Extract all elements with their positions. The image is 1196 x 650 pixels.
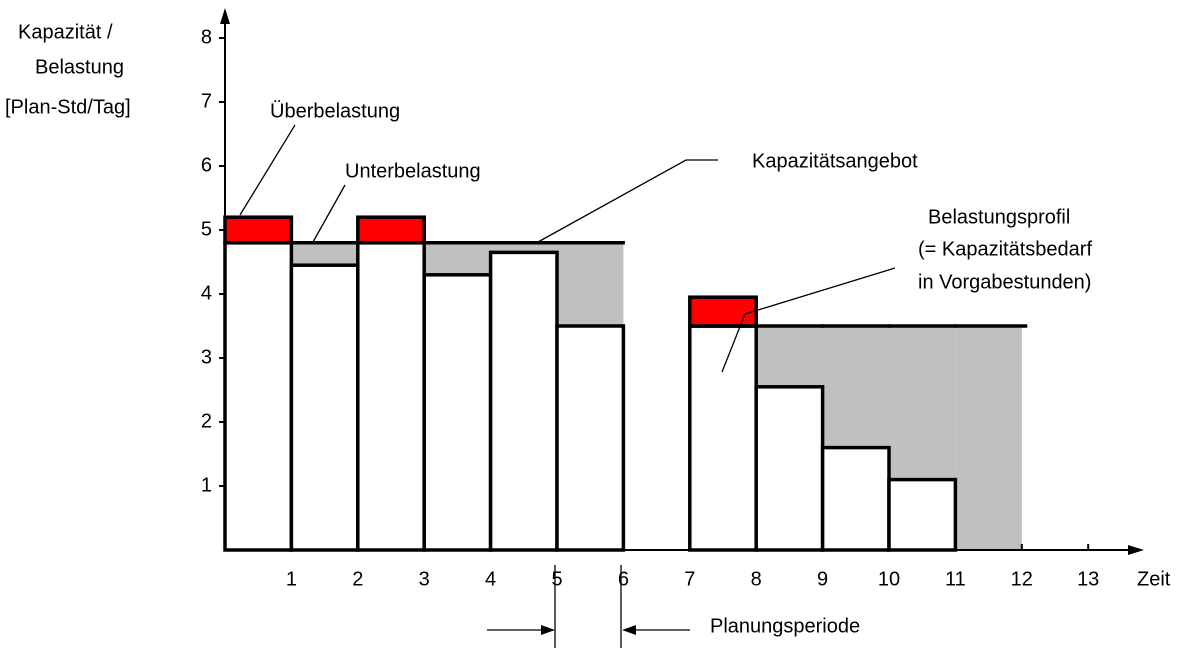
y-tick-label: 5: [201, 218, 212, 240]
overload: [223, 215, 294, 245]
load-bar: [488, 250, 559, 552]
y-axis-label: [Plan-Std/Tag]: [5, 96, 131, 118]
y-axis-arrow: [220, 8, 230, 24]
y-axis-label: Belastung: [35, 56, 124, 78]
x-axis-label: Zeit: [1137, 568, 1171, 590]
leader-line: [537, 159, 718, 243]
annotation: (= Kapazitätsbedarf: [918, 238, 1092, 260]
load-bar: [688, 324, 758, 552]
x-tick-label: 4: [485, 568, 496, 590]
x-tick-label: 13: [1077, 568, 1099, 590]
underload: [955, 326, 1022, 550]
annotation: Belastungsprofil: [928, 206, 1070, 228]
load-bar: [754, 385, 825, 552]
x-tick-label: 3: [419, 568, 430, 590]
x-axis-arrow: [1128, 545, 1144, 555]
annotation: Überbelastung: [270, 100, 400, 122]
y-tick-label: 1: [201, 474, 212, 496]
x-tick-label: 12: [1011, 568, 1033, 590]
load-bar: [820, 445, 891, 552]
y-tick-label: 4: [201, 282, 212, 304]
leader-line: [312, 184, 346, 243]
load-bar: [555, 324, 626, 552]
y-tick-label: 8: [201, 26, 212, 48]
overload: [688, 295, 758, 328]
y-tick-label: 6: [201, 154, 212, 176]
underload: [822, 326, 889, 448]
x-tick-label: 6: [618, 568, 629, 590]
x-tick-label: 5: [551, 568, 562, 590]
underload: [889, 326, 956, 480]
underload: [756, 326, 823, 387]
y-tick-label: 2: [201, 410, 212, 432]
period-arrow-head: [622, 625, 636, 635]
annotation: Kapazitätsangebot: [752, 150, 918, 172]
overload: [356, 215, 426, 245]
x-tick-label: 1: [286, 568, 297, 590]
marks: [223, 215, 1028, 552]
underload: [490, 242, 557, 253]
load-bar: [356, 241, 426, 552]
annotation: Unterbelastung: [345, 160, 481, 182]
x-tick-label: 7: [684, 568, 695, 590]
underload: [424, 242, 491, 275]
x-tick-label: 10: [878, 568, 900, 590]
underload: [557, 242, 624, 326]
load-bar: [887, 477, 958, 552]
y-axis-label: Kapazität /: [18, 21, 113, 43]
load-bar: [422, 273, 493, 552]
period-arrow-head: [541, 625, 555, 635]
leader-line: [721, 267, 896, 373]
x-tick-label: 9: [817, 568, 828, 590]
leader-line: [239, 124, 296, 216]
x-tick-label: 2: [352, 568, 363, 590]
annotation: in Vorgabestunden): [918, 271, 1091, 293]
y-tick-label: 3: [201, 346, 212, 368]
load-bar: [289, 263, 360, 552]
annotation: Planungsperiode: [710, 615, 860, 637]
x-tick-label: 11: [945, 568, 966, 590]
y-tick-label: 7: [201, 90, 212, 112]
load-bar: [223, 241, 294, 552]
underload: [291, 242, 358, 266]
x-tick-label: 8: [751, 568, 762, 590]
